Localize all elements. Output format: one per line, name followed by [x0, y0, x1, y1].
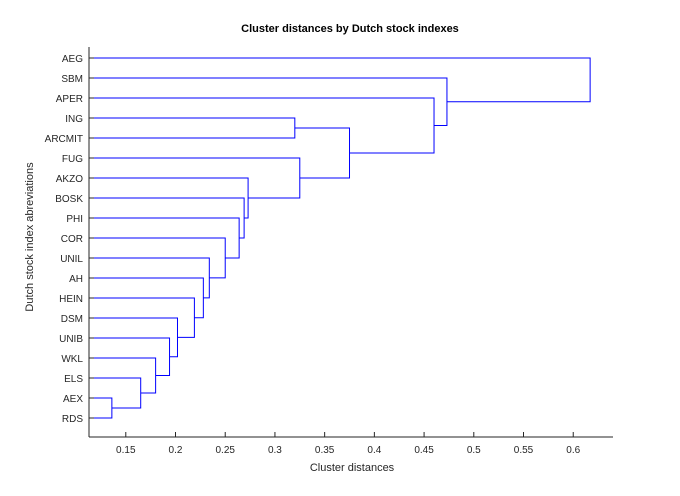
leaf-label: ARCMIT — [45, 134, 83, 145]
leaf-label: ELS — [64, 374, 83, 385]
leaf-label: APER — [56, 94, 83, 105]
x-axis-label: Cluster distances — [310, 462, 395, 474]
dendrogram-link — [89, 57, 591, 103]
leaf-label: AEX — [63, 394, 83, 405]
x-tick-label: 0.25 — [215, 445, 235, 456]
x-tick-label: 0.35 — [315, 445, 335, 456]
x-tick-label: 0.45 — [414, 445, 434, 456]
x-tick-label: 0.6 — [566, 445, 580, 456]
x-tick-label: 0.4 — [367, 445, 381, 456]
x-tick-label: 0.15 — [116, 445, 136, 456]
dendrogram-link — [89, 237, 226, 279]
dendrogram-link — [89, 177, 249, 219]
leaf-label: SBM — [61, 74, 83, 85]
leaf-label: AEG — [62, 54, 83, 65]
leaf-label: UNIL — [60, 254, 83, 265]
dendrogram-links — [89, 57, 591, 419]
dendrogram-link — [89, 217, 240, 259]
axes — [88, 47, 613, 438]
chart-title: Cluster distances by Dutch stock indexes — [241, 23, 459, 35]
dendrogram-link — [89, 337, 171, 376]
x-tick-label: 0.5 — [467, 445, 481, 456]
x-tick-label: 0.55 — [514, 445, 534, 456]
dendrogram-link — [89, 257, 210, 299]
dendrogram-link — [89, 97, 435, 154]
x-tick-label: 0.3 — [268, 445, 282, 456]
leaf-label: DSM — [61, 314, 83, 325]
leaf-label: WKL — [61, 354, 83, 365]
dendrogram-link — [89, 117, 296, 139]
leaf-label: BOSK — [55, 194, 83, 205]
dendrogram-link — [89, 397, 113, 419]
leaf-label: ING — [65, 114, 83, 125]
leaf-label: FUG — [62, 154, 83, 165]
dendrogram-link — [89, 377, 142, 409]
leaf-label: UNIB — [59, 334, 83, 345]
leaf-label: AKZO — [56, 174, 83, 185]
dendrogram-link — [89, 357, 157, 394]
x-tick-label: 0.2 — [169, 445, 183, 456]
leaf-label: AH — [69, 274, 83, 285]
leaf-label: PHI — [66, 214, 83, 225]
leaf-label: HEIN — [59, 294, 83, 305]
tick-labels: 0.15 0.2 0.25 0.3 0.35 0.4 0.45 0.5 0.55 0.6 AEG SB… — [45, 54, 581, 456]
dendrogram-link — [89, 277, 204, 319]
dendrogram-link — [89, 317, 178, 358]
dendrogram-link — [294, 127, 351, 179]
leaf-label: COR — [61, 234, 83, 245]
dendrogram-link — [89, 157, 301, 199]
leaf-label: RDS — [62, 414, 83, 425]
y-axis-label: Dutch stock index abreviations — [24, 162, 36, 312]
